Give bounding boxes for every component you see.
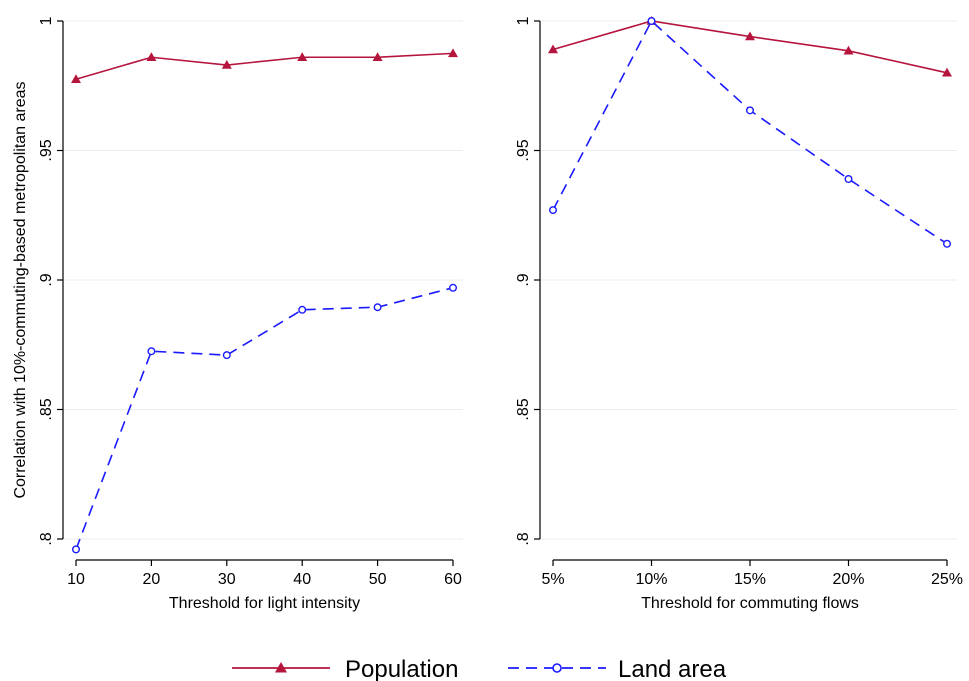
y-tick-label: .8 <box>38 532 55 545</box>
series-line-land-area <box>75 286 454 550</box>
data-point-land-area <box>549 206 558 215</box>
x-tick-label: 25% <box>931 571 963 588</box>
y-tick-label: .95 <box>515 139 532 161</box>
y-tick-label: 1 <box>515 16 532 25</box>
y-tick-label: .9 <box>38 273 55 286</box>
x-tick-label: 15% <box>734 571 766 588</box>
x-tick-label: 5% <box>541 571 564 588</box>
data-point-population <box>146 52 157 62</box>
data-point-population <box>297 52 308 62</box>
data-point-land-area <box>373 303 382 312</box>
legend-label-population: Population <box>345 656 458 681</box>
y-tick-label: .9 <box>515 273 532 286</box>
legend-marker-land-area <box>552 663 562 673</box>
data-point-population <box>448 48 458 58</box>
x-tick-label: 10% <box>635 571 667 588</box>
data-point-population <box>548 44 558 54</box>
chart-panel-1: .8 .85 .9 .95 1 10 20 30 40 50 60 Threshold for lig… <box>12 16 463 612</box>
data-point-land-area <box>647 17 656 26</box>
x-tick-label: 30 <box>218 571 236 588</box>
data-point-population <box>71 74 81 84</box>
x-axis-title: Threshold for light intensity <box>169 595 360 612</box>
x-tick-label: 60 <box>444 571 462 588</box>
legend-marker-population <box>275 662 287 673</box>
series-line-population <box>552 20 948 74</box>
x-axis-title: Threshold for commuting flows <box>641 595 859 612</box>
data-point-land-area <box>222 351 231 360</box>
x-tick-label: 40 <box>293 571 311 588</box>
x-tick-label: 10 <box>67 571 85 588</box>
x-tick-label: 20 <box>143 571 161 588</box>
data-point-land-area <box>71 545 80 554</box>
y-axis-title: Correlation with 10%-commuting-based met… <box>12 81 29 498</box>
series-line-population <box>75 52 454 81</box>
data-point-population <box>942 67 952 77</box>
data-point-population <box>745 31 755 41</box>
data-point-land-area <box>844 174 853 183</box>
y-tick-label: .85 <box>515 398 532 420</box>
data-point-land-area <box>147 347 156 356</box>
x-tick-label: 50 <box>369 571 387 588</box>
series-line-land-area <box>552 19 948 245</box>
data-point-land-area <box>298 305 307 314</box>
y-tick-label: .8 <box>515 532 532 545</box>
data-point-land-area <box>746 106 755 115</box>
y-tick-label: .95 <box>38 139 55 161</box>
x-tick-label: 20% <box>832 571 864 588</box>
legend-label-land-area: Land area <box>618 656 727 681</box>
data-point-land-area <box>943 239 952 248</box>
y-tick-label: .85 <box>38 398 55 420</box>
data-point-population <box>372 52 383 62</box>
y-tick-label: 1 <box>38 16 55 25</box>
data-point-population <box>843 45 854 55</box>
legend: Population Land area <box>232 656 727 681</box>
data-point-population <box>221 60 232 69</box>
data-point-land-area <box>449 283 458 292</box>
